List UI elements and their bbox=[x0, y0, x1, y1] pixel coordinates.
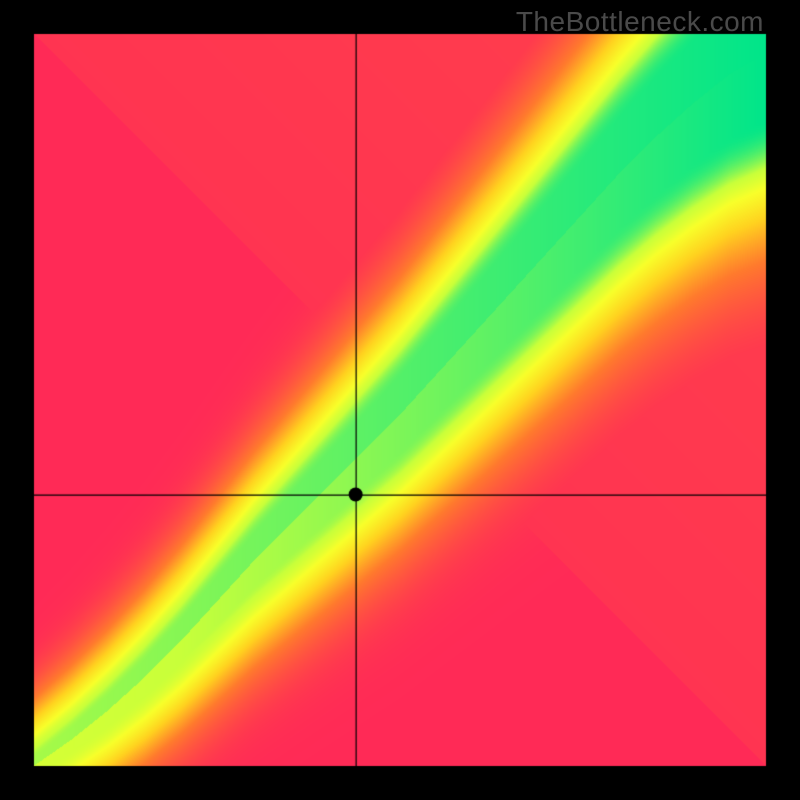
heatmap-canvas bbox=[0, 0, 800, 800]
watermark-text: TheBottleneck.com bbox=[516, 6, 764, 38]
chart-container: TheBottleneck.com bbox=[0, 0, 800, 800]
